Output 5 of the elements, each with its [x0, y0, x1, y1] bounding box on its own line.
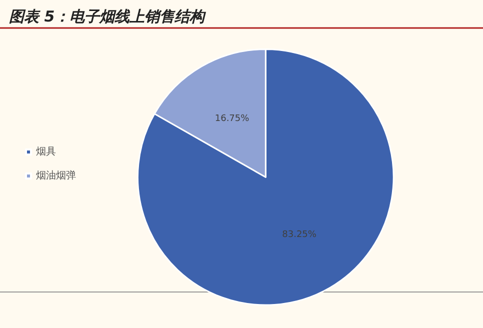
legend-label: 烟具	[36, 146, 56, 158]
data-label: 16.75%	[214, 114, 250, 124]
chart-title: 图表 5：电子烟线上销售结构	[9, 8, 207, 26]
data-label: 83.25%	[282, 230, 317, 240]
legend-label: 烟油烟弹	[36, 170, 76, 182]
